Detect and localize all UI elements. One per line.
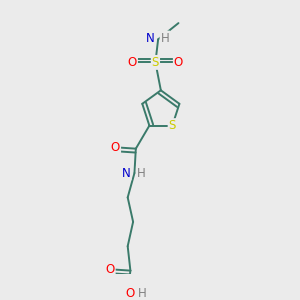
Text: S: S (152, 56, 159, 69)
Text: H: H (160, 32, 169, 44)
Text: N: N (146, 32, 154, 44)
Text: S: S (169, 119, 176, 132)
Text: H: H (137, 167, 146, 179)
Text: O: O (126, 287, 135, 300)
Text: O: O (105, 263, 115, 276)
Text: H: H (138, 287, 147, 300)
Text: N: N (122, 167, 131, 179)
Text: O: O (174, 56, 183, 69)
Text: O: O (128, 56, 137, 69)
Text: O: O (111, 141, 120, 154)
